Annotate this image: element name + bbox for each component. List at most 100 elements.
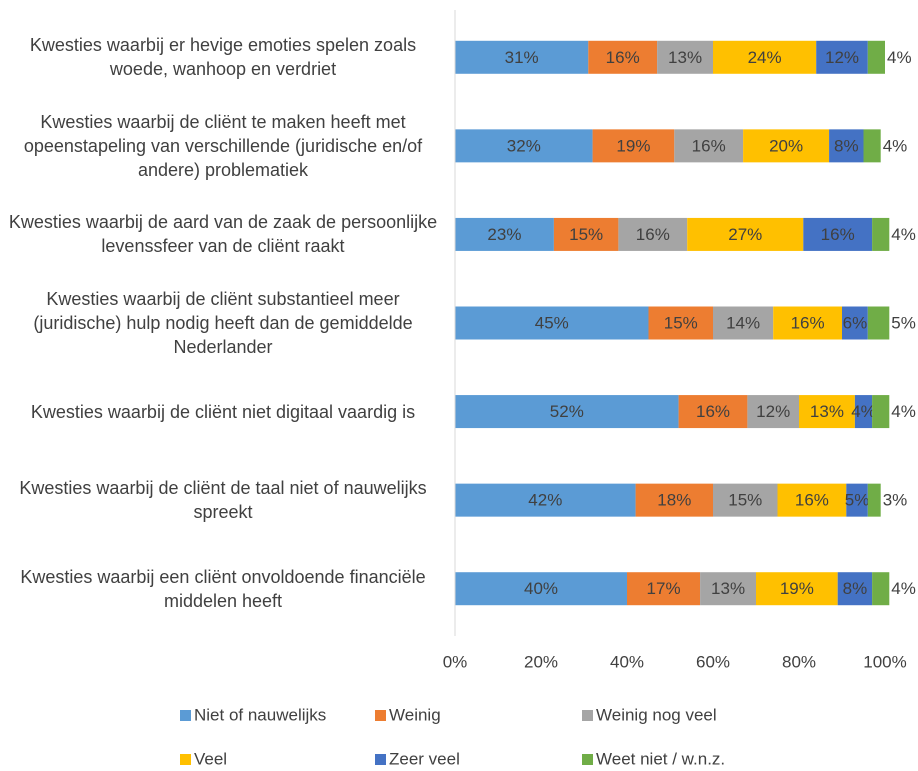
bar-segment xyxy=(588,40,658,74)
bar-segment xyxy=(872,217,890,251)
bar-segment xyxy=(455,217,554,251)
bar-segment xyxy=(648,306,713,340)
bar-segment xyxy=(455,306,649,340)
data-label: 52% xyxy=(550,402,584,421)
data-label: 17% xyxy=(647,579,681,598)
data-label: 12% xyxy=(825,48,859,67)
x-tick-label: 0% xyxy=(443,652,468,671)
bar-segment xyxy=(837,572,873,606)
data-label: 4% xyxy=(851,402,876,421)
bar-segment xyxy=(777,483,847,517)
data-label: 13% xyxy=(668,48,702,67)
bar-segment xyxy=(872,572,890,606)
data-label: 16% xyxy=(692,136,726,155)
bar-segment xyxy=(700,572,756,606)
data-label: 13% xyxy=(810,402,844,421)
bar-segment xyxy=(799,395,855,429)
data-label: 5% xyxy=(845,491,870,510)
bar-segment xyxy=(455,572,627,606)
data-label: 19% xyxy=(616,136,650,155)
legend-swatch xyxy=(582,754,593,765)
data-label: 18% xyxy=(657,491,691,510)
legend-swatch xyxy=(375,754,386,765)
bar-segment xyxy=(553,217,619,251)
bar-segment xyxy=(773,306,842,340)
data-label: 16% xyxy=(821,225,855,244)
legend-label: Zeer veel xyxy=(389,749,460,768)
bar-segment xyxy=(867,40,885,74)
category-label: Kwesties waarbij de cliënt substantieel … xyxy=(33,289,413,357)
bar-segment xyxy=(867,306,890,340)
data-label: 16% xyxy=(636,225,670,244)
data-label: 8% xyxy=(843,579,868,598)
data-label: 15% xyxy=(728,491,762,510)
data-label: 20% xyxy=(769,136,803,155)
legend-label: Veel xyxy=(194,749,227,768)
category-label: Kwesties waarbij de cliënt niet digitaal… xyxy=(30,401,416,422)
data-label: 27% xyxy=(728,225,762,244)
bar-segment xyxy=(713,306,774,340)
data-label: 40% xyxy=(524,579,558,598)
data-label: 16% xyxy=(696,402,730,421)
legend-label: Weet niet / w.n.z. xyxy=(596,749,725,768)
bar-segment xyxy=(618,217,688,251)
bar-segment xyxy=(867,483,881,517)
bar-segment xyxy=(657,40,713,74)
legend-swatch xyxy=(180,754,191,765)
bar-segment xyxy=(455,483,636,517)
bar-segment xyxy=(863,129,881,163)
data-label: 4% xyxy=(883,136,908,155)
data-label: 42% xyxy=(528,491,562,510)
data-label: 19% xyxy=(780,579,814,598)
bar-segment xyxy=(846,483,868,517)
x-tick-label: 80% xyxy=(782,652,816,671)
x-tick-label: 20% xyxy=(524,652,558,671)
x-tick-label: 100% xyxy=(863,652,906,671)
category-label: Kwesties waarbij de cliënt te maken heef… xyxy=(23,111,423,180)
bar-segment xyxy=(743,129,830,163)
x-tick-label: 60% xyxy=(696,652,730,671)
data-label: 4% xyxy=(887,48,912,67)
bar-segment xyxy=(829,129,864,163)
category-label: Kwesties waarbij er hevige emoties spele… xyxy=(29,35,417,80)
data-label: 8% xyxy=(834,136,859,155)
data-label: 4% xyxy=(891,225,916,244)
data-label: 5% xyxy=(891,313,916,332)
bar-segment xyxy=(627,572,701,606)
category-label: Kwesties waarbij de aard van de zaak de … xyxy=(8,212,438,257)
bar-segment xyxy=(687,217,804,251)
legend-label: Niet of nauwelijks xyxy=(194,705,326,724)
data-label: 15% xyxy=(664,313,698,332)
bar-segment xyxy=(455,395,679,429)
data-label: 14% xyxy=(726,313,760,332)
data-label: 24% xyxy=(748,48,782,67)
data-label: 23% xyxy=(487,225,521,244)
data-label: 6% xyxy=(843,313,868,332)
bar-segment xyxy=(854,395,873,429)
bar-segment xyxy=(872,395,890,429)
data-label: 16% xyxy=(795,491,829,510)
bar-segment xyxy=(816,40,868,74)
data-label: 4% xyxy=(891,579,916,598)
x-tick-label: 40% xyxy=(610,652,644,671)
legend-label: Weinig nog veel xyxy=(596,705,717,724)
data-label: 32% xyxy=(507,136,541,155)
bar-segment xyxy=(756,572,838,606)
data-label: 16% xyxy=(791,313,825,332)
legend-swatch xyxy=(582,710,593,721)
bar-segment xyxy=(455,129,593,163)
data-label: 16% xyxy=(606,48,640,67)
legend-swatch xyxy=(180,710,191,721)
data-label: 3% xyxy=(883,491,908,510)
legend-label: Weinig xyxy=(389,705,441,724)
data-label: 13% xyxy=(711,579,745,598)
bar-segment xyxy=(713,483,778,517)
bar-segment xyxy=(842,306,868,340)
bar-segment xyxy=(713,40,817,74)
category-label: Kwesties waarbij een cliënt onvoldoende … xyxy=(20,566,426,611)
data-label: 45% xyxy=(535,313,569,332)
legend-swatch xyxy=(375,710,386,721)
data-label: 15% xyxy=(569,225,603,244)
